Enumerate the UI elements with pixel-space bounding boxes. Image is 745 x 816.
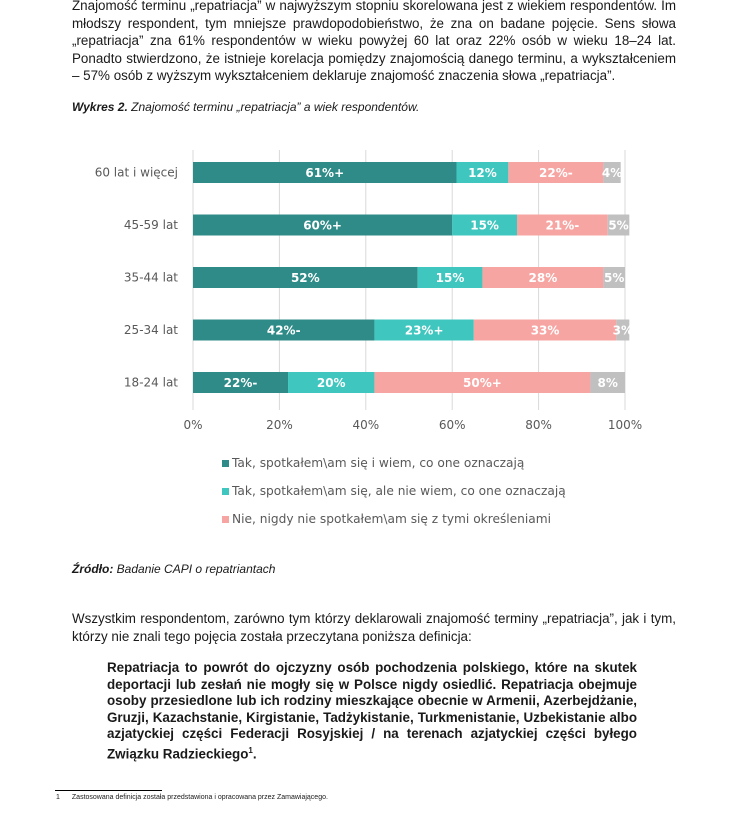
definition-intro-paragraph: Wszystkim respondentom, zarówno tym któr… (72, 611, 676, 644)
bar-segment (473, 319, 617, 341)
legend-item-never: Nie, nigdy nie spotkałem\am się z tymi o… (222, 512, 582, 527)
data-label: 15% (436, 271, 465, 285)
bar-segment (456, 162, 509, 183)
x-tick-label: 60% (439, 418, 466, 432)
data-label: 15% (470, 219, 499, 233)
x-tick-label: 80% (525, 418, 552, 432)
data-label: 60%+ (303, 219, 342, 233)
bar-segment (374, 319, 474, 341)
data-label: 33% (531, 324, 560, 338)
legend-item-heard: Tak, spotkałem\am się, ale nie wiem, co … (222, 484, 582, 499)
bar-segment (193, 214, 453, 236)
bar-segment (374, 372, 591, 393)
category-label: 18-24 lat (124, 376, 178, 390)
x-tick-label: 40% (352, 418, 379, 432)
data-label: 22%- (224, 376, 258, 390)
bar-segment (508, 162, 604, 183)
bar-segment (517, 214, 608, 236)
definition-quote: Repatriacja to powrót do ojczyzny osób p… (107, 660, 637, 763)
footnote-text: Zastosowana definicja została przedstawi… (71, 794, 328, 801)
legend-swatch (222, 460, 229, 467)
category-label: 35-44 lat (124, 271, 178, 285)
bar-segment (193, 162, 457, 183)
footnote-number: 1 (56, 794, 60, 801)
chart-caption: Wykres 2. Znajomość terminu „repatriacja… (72, 100, 419, 114)
caption-text: Znajomość terminu „repatriacja” a wiek r… (127, 100, 420, 114)
caption-label: Wykres 2. (72, 100, 128, 114)
data-label: 20% (317, 376, 346, 390)
data-label: 21%- (546, 219, 580, 233)
data-label: 4% (602, 166, 622, 180)
footnote: 1 Zastosowana definicja została przedstaw… (56, 794, 328, 801)
definition-end: . (252, 746, 257, 762)
footnote-ref: 1 (248, 745, 253, 755)
bar-segment (193, 319, 375, 341)
data-label: 28% (529, 271, 558, 285)
legend-item-aware: Tak, spotkałem\am się i wiem, co one ozn… (222, 456, 582, 471)
source-text: Badanie CAPI o repatriantach (113, 562, 276, 576)
legend-label: Nie, nigdy nie spotkałem\am się z tymi o… (232, 512, 552, 526)
data-label: 8% (598, 376, 618, 390)
data-label: 12% (468, 166, 497, 180)
legend-swatch (222, 516, 229, 523)
category-label: 25-34 lat (124, 323, 178, 337)
category-label: 45-59 lat (124, 218, 178, 232)
x-tick-label: 100% (608, 418, 642, 432)
bar-segment (452, 214, 517, 236)
x-tick-label: 20% (266, 418, 293, 432)
data-label: 61%+ (305, 166, 344, 180)
bar-segment (193, 267, 418, 288)
legend-label: Tak, spotkałem\am się i wiem, co one ozn… (232, 456, 525, 470)
legend-swatch (222, 488, 229, 495)
legend-label: Tak, spotkałem\am się, ale nie wiem, co … (232, 484, 566, 498)
data-label: 52% (291, 271, 320, 285)
data-label: 3% (613, 324, 633, 338)
definition-text: Repatriacja to powrót do ojczyzny osób p… (107, 660, 637, 762)
stacked-bar-chart: 0% 20% 40% 60% 80% 100% 60 lat i więcej 61%+ 12%… (95, 150, 642, 432)
category-label: 60 lat i więcej (95, 166, 178, 180)
source-label: Źródło: (72, 562, 114, 576)
bar-segment (616, 319, 630, 341)
footnote-divider (55, 790, 162, 791)
chart-source: Źródło: Badanie CAPI o repatriantach (72, 562, 275, 576)
x-tick-label: 0% (183, 418, 202, 432)
bar-segment (482, 267, 604, 288)
bar-segment (607, 214, 630, 236)
bar-segment (590, 372, 625, 393)
data-label: 5% (604, 271, 624, 285)
bar-segment (417, 267, 483, 288)
data-label: 42%- (267, 324, 301, 338)
bar-segment (603, 267, 625, 288)
bar-segment (193, 372, 289, 393)
bar-segment (603, 162, 621, 183)
data-label: 5% (608, 219, 628, 233)
data-label: 23%+ (405, 324, 444, 338)
intro-paragraph: Znajomość terminu „repatriacja” w najwyż… (72, 0, 676, 83)
data-label: 22%- (539, 166, 573, 180)
bar-segment (288, 372, 375, 393)
data-label: 50%+ (463, 376, 502, 390)
